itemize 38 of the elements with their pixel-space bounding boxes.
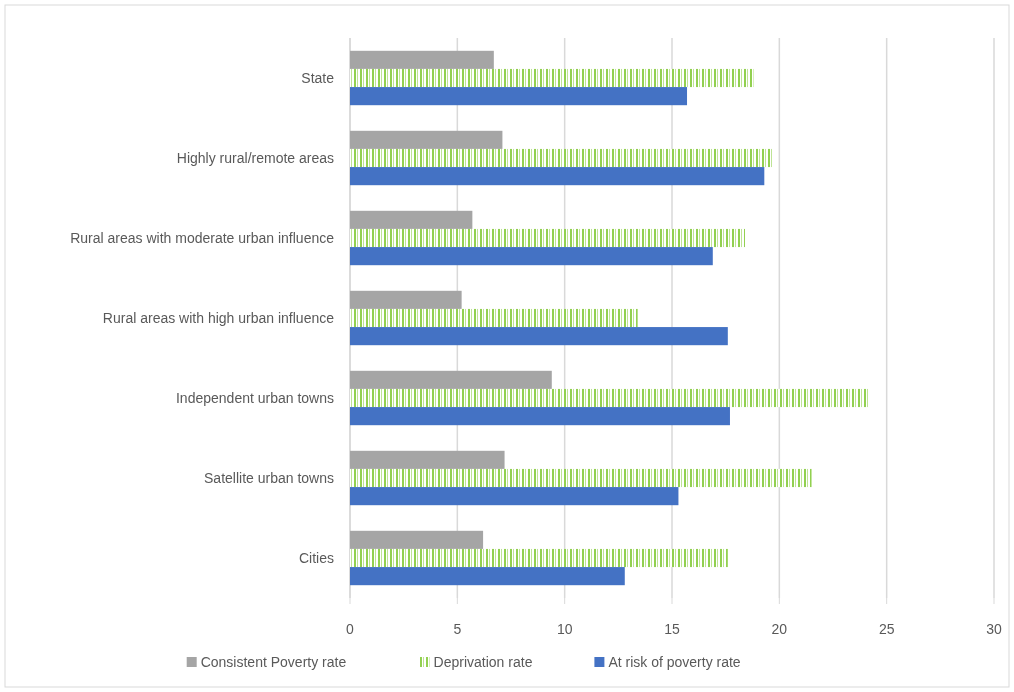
bar (350, 450, 505, 469)
y-tick-label: Cities (298, 550, 334, 566)
bar (350, 308, 638, 328)
bar (350, 370, 552, 389)
bar (350, 548, 728, 568)
x-tick-label: 0 (346, 621, 355, 637)
legend-label: Deprivation rate (433, 654, 533, 670)
x-tick-label: 25 (878, 621, 895, 637)
y-tick-label: Rural areas with moderate urban influence (70, 230, 335, 246)
x-tick-label: 30 (986, 621, 1002, 637)
bar (350, 487, 679, 506)
bar (350, 50, 494, 69)
bar (350, 567, 625, 586)
bar (350, 68, 754, 88)
x-tick-label: 10 (556, 621, 573, 637)
x-tick-label: 20 (771, 621, 788, 637)
y-tick-label: Satellite urban towns (204, 470, 334, 486)
legend-label: Consistent Poverty rate (200, 654, 347, 670)
bar (350, 247, 713, 266)
y-tick-label: State (301, 70, 335, 86)
legend-label: At risk of poverty rate (608, 654, 741, 670)
y-tick-label: Independent urban towns (175, 390, 334, 406)
x-tick-label: 5 (453, 621, 462, 637)
bar (350, 388, 870, 408)
bar (350, 407, 730, 426)
bar (350, 148, 773, 168)
bar (350, 87, 688, 106)
bar (350, 167, 765, 186)
bar (350, 290, 462, 309)
bar (350, 468, 812, 488)
bar (350, 210, 473, 229)
bar (350, 327, 728, 346)
y-tick-label: Highly rural/remote areas (176, 150, 334, 166)
x-tick-label: 15 (664, 621, 680, 637)
bar (350, 530, 484, 549)
y-tick-label: Rural areas with high urban influence (102, 310, 335, 326)
bar (350, 228, 745, 248)
bar (350, 130, 503, 149)
